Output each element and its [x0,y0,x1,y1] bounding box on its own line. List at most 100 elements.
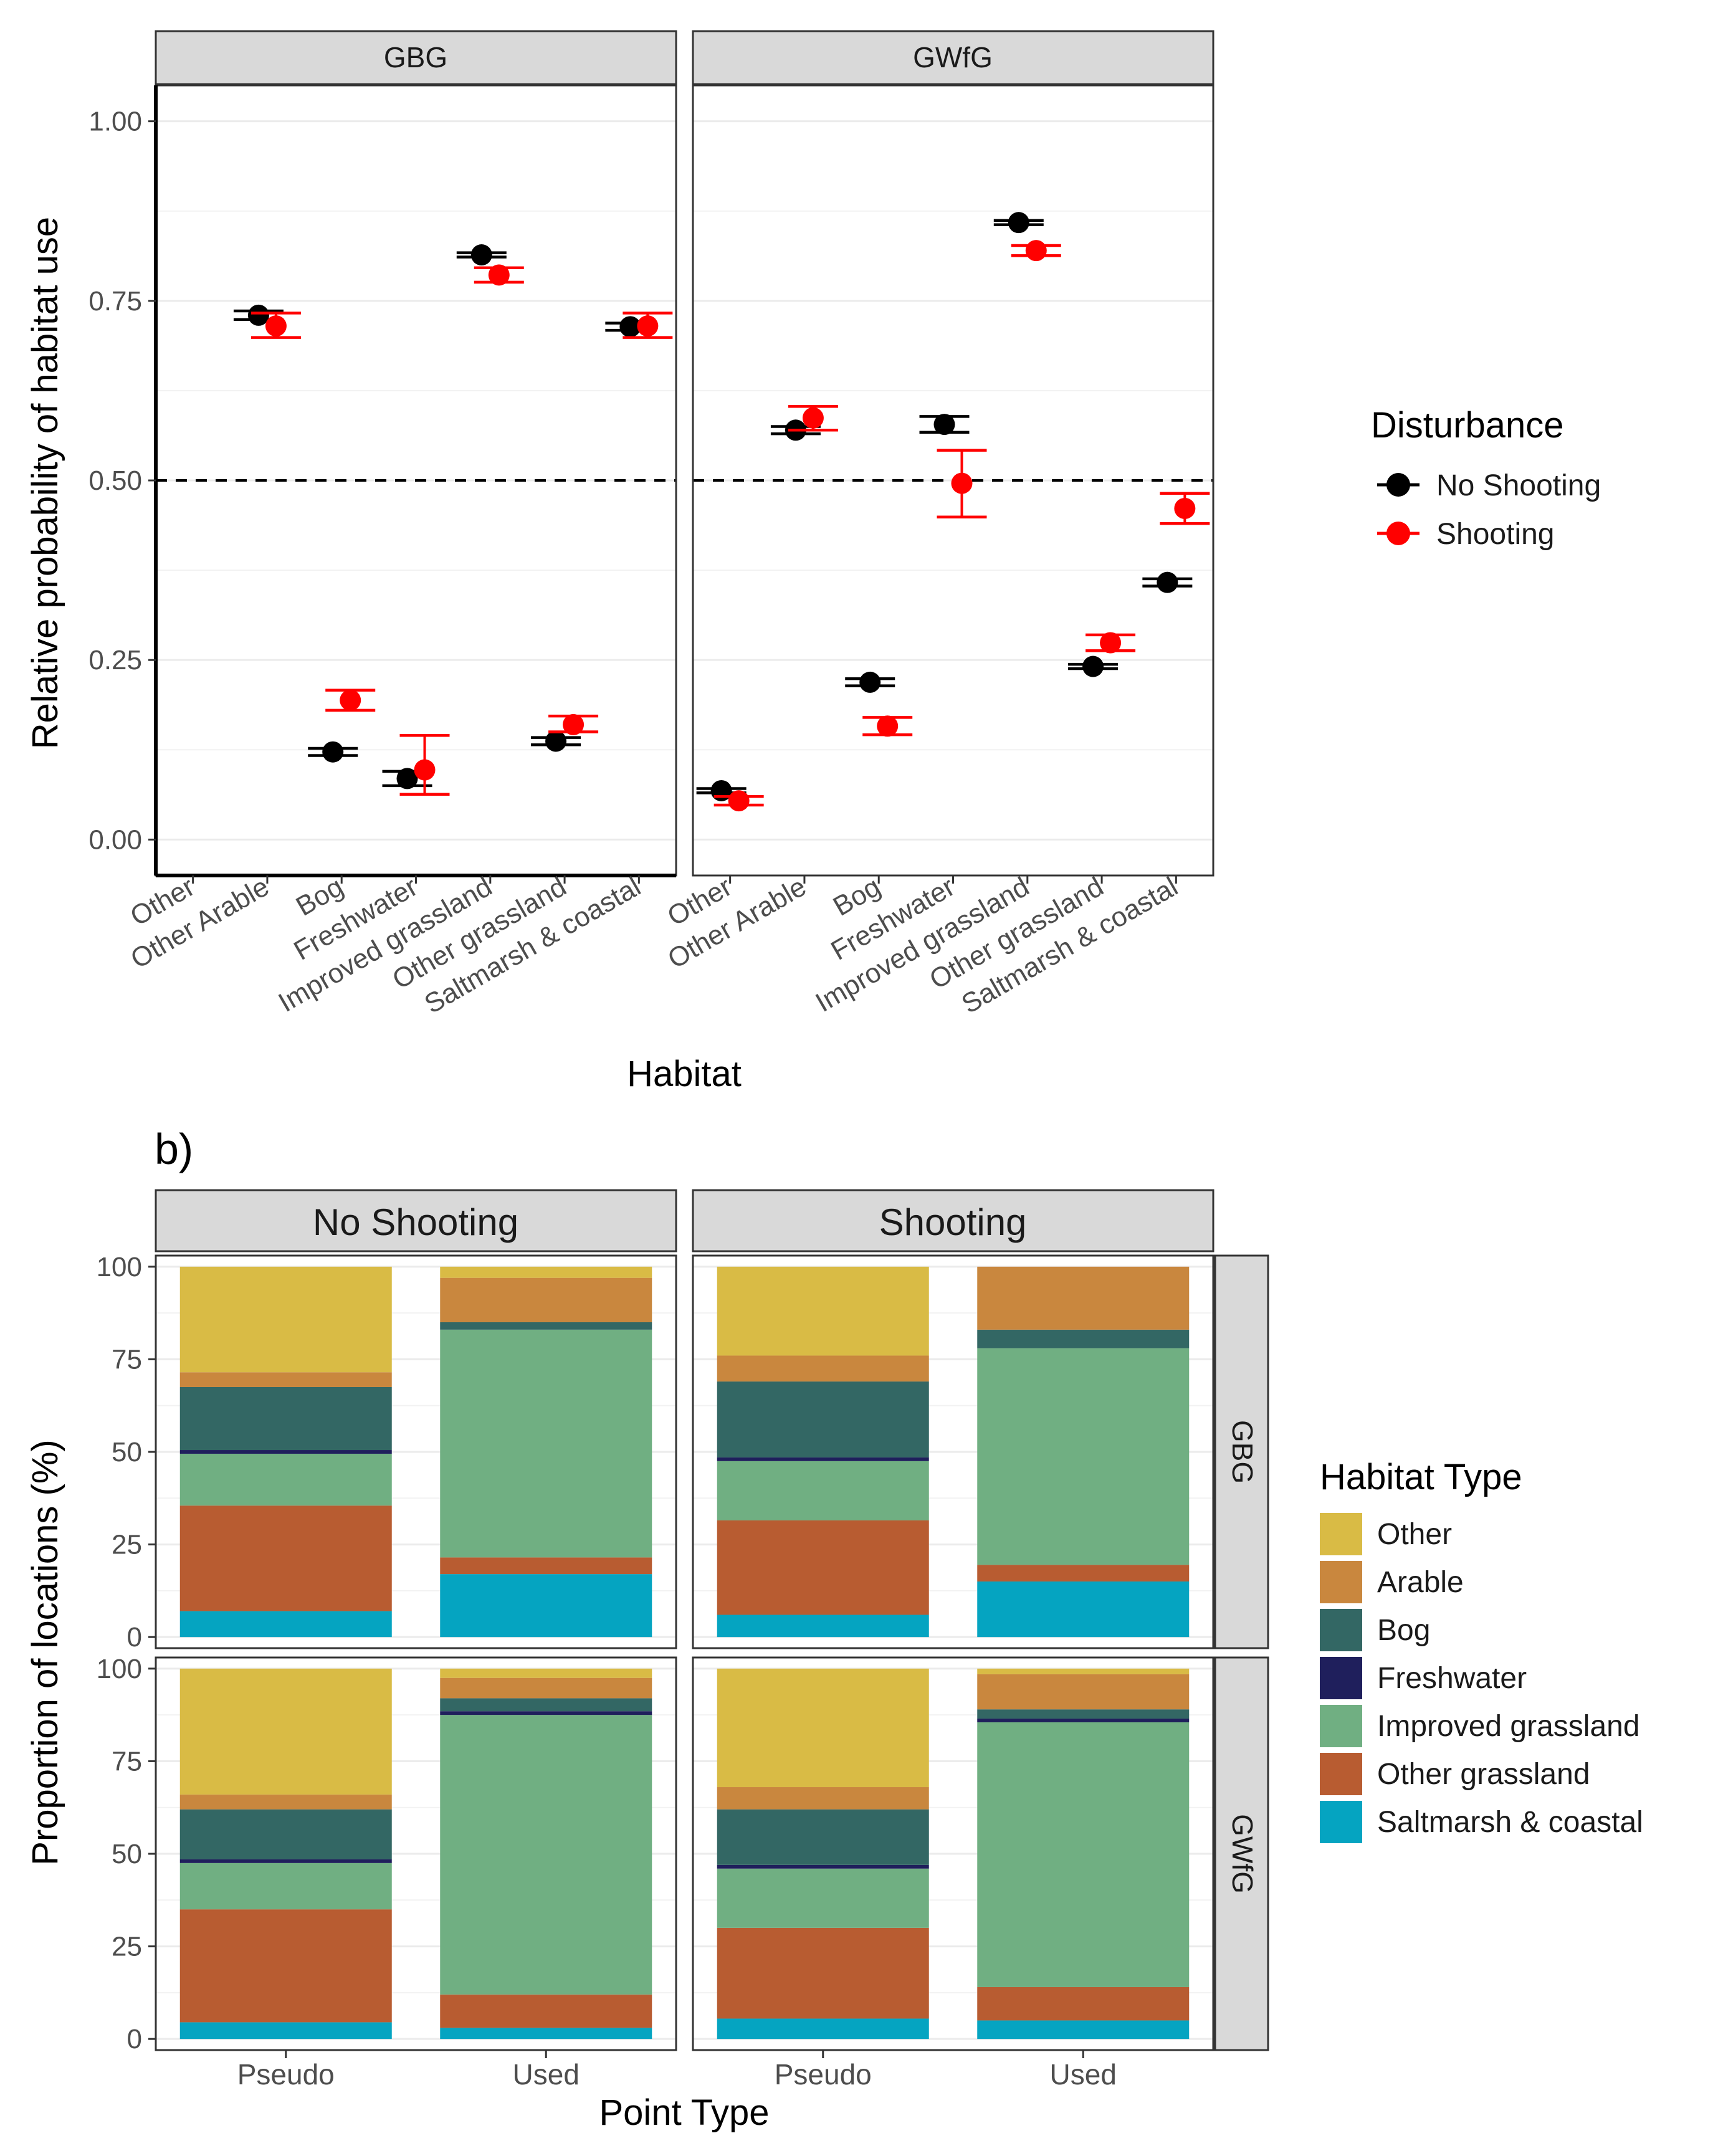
legend-label-saltmarsh-and-coastal: Saltmarsh & coastal [1377,1806,1643,1839]
legend-item-saltmarsh-and-coastal: Saltmarsh & coastal [1320,1801,1643,1843]
bar-segment-used-arable [977,1674,1190,1710]
point-group-other-grassland [548,713,599,735]
data-point [322,741,344,763]
bar-segment-pseudo-other [179,1668,392,1795]
bar-segment-used-other [977,1668,1190,1674]
y-tick-label: 0.50 [88,465,142,496]
point-group-bog [308,741,358,763]
series-shooting-gbg [251,264,673,796]
data-point [265,315,287,337]
bar-segment-used-arable [440,1677,652,1699]
y-tick-label: 25 [112,1932,142,1962]
legend-label-bog: Bog [1377,1614,1430,1647]
facet-strip-row-gwfg: GWfG [1214,1656,1269,2051]
point-group-saltmarsh-and-coastal [623,312,673,339]
panel-b: b) No Shooting Shooting GBG GWfG 0 25 50 75… [25,1125,1643,2133]
data-point [1100,632,1122,654]
x-tick-label: Pseudo [237,2058,335,2091]
bar-segment-pseudo-arable [179,1794,392,1810]
bar-segment-used-other-grassland [440,1994,652,2028]
data-point [470,244,492,266]
y-tick-label: 1.00 [88,107,142,137]
legend-item-freshwater: Freshwater [1320,1657,1527,1699]
legend-label-arable: Arable [1377,1566,1464,1599]
y-tick-label: 75 [112,1344,142,1375]
data-point [1157,571,1178,593]
facet-label-row-gbg: GBG [1226,1420,1259,1484]
bar-segment-pseudo-other-grassland [179,1505,392,1611]
series-no-shooting-gbg [233,244,656,789]
bar-segment-used-improved-grassland [977,1722,1190,1987]
data-point [1174,497,1196,519]
legend-habitat-type: Habitat Type Other Arable Bog Freshwater Imp… [1320,1457,1643,1843]
y-tick-label: 75 [112,1746,142,1777]
bar-segment-used-improved-grassland [440,1715,652,1995]
y-tick-label: 0 [127,2024,142,2054]
legend-swatch-arable [1320,1561,1362,1603]
bar-segment-used-freshwater [977,1719,1190,1723]
point-group-other-arable [251,312,301,339]
bar-segment-used-bog [977,1709,1190,1719]
point-group-freshwater [399,733,450,796]
point-group-other-grassland [1068,656,1119,677]
legend-item-arable: Arable [1320,1561,1464,1603]
panel-border [692,1254,1214,1649]
point-group-freshwater [919,414,970,436]
panel-border [692,1656,1214,2051]
facet-label-no-shooting: No Shooting [313,1201,518,1243]
bar-segment-used-other [440,1668,652,1678]
point-group-saltmarsh-and-coastal [1142,571,1193,593]
y-tick-label: 50 [112,1839,142,1869]
bar-segment-pseudo-freshwater [179,1450,392,1454]
x-axis-title-a: Habitat [627,1054,742,1094]
point-group-freshwater [937,449,987,519]
x-axis-title-b: Point Type [599,2092,769,2133]
bar-panel-no-shooting-gbg [155,1254,677,1649]
legend-swatch-freshwater [1320,1657,1362,1699]
x-tick-label: Used [513,2058,580,2091]
point-group-improved-grassland [456,244,507,266]
bar-segment-used-arable [977,1266,1190,1330]
legend-label-shooting: Shooting [1436,518,1555,551]
bar-segment-pseudo-other [717,1266,929,1356]
bar-segment-used-saltmarsh-and-coastal [440,2028,652,2039]
bar-segment-pseudo-saltmarsh-and-coastal [179,1611,392,1638]
stacked-bar-panels [155,1254,1214,2051]
facet-strip-gwfg: GWfG [692,30,1214,85]
facet-label-shooting: Shooting [879,1201,1027,1243]
y-tick-label: 100 [97,1252,142,1282]
legend-disturbance: Disturbance No Shooting Shooting [1371,405,1601,551]
facet-label-gwfg: GWfG [913,41,993,74]
legend-label-freshwater: Freshwater [1377,1662,1527,1695]
x-tick-label: Used [1050,2058,1117,2091]
data-point [637,315,659,337]
plot-panel-gwfg [692,84,1214,877]
data-point [1082,656,1104,677]
bar-segment-pseudo-bog [717,1381,929,1457]
bar-segment-pseudo-arable [717,1787,929,1810]
legend-item-bog: Bog [1320,1609,1430,1651]
legend-item-other: Other [1320,1513,1452,1555]
point-group-bog [325,689,376,712]
bar-segment-pseudo-saltmarsh-and-coastal [717,2018,929,2039]
data-point [951,472,973,494]
bar-segment-used-arable [440,1277,652,1322]
legend-swatch-other-grassland [1320,1753,1362,1795]
x-tick-label: Pseudo [775,2058,872,2091]
facet-label-row-gwfg: GWfG [1226,1814,1259,1894]
bar-segment-used-bog [440,1698,652,1712]
point-group-other-grassland [1086,632,1136,654]
bar-segment-used-improved-grassland [440,1329,652,1558]
point-group-other-grassland [531,730,581,752]
point-group-bog [845,671,895,693]
bar-segment-used-freshwater [440,1711,652,1715]
bar-segment-pseudo-improved-grassland [717,1868,929,1928]
point-group-improved-grassland [993,212,1044,234]
point-group-improved-grassland [1011,240,1061,262]
point-group-bog [862,715,913,737]
y-tick-label: 0.75 [88,286,142,317]
data-point [877,715,899,737]
data-point [933,414,955,436]
plot-panel-gbg [155,84,677,877]
point-group-freshwater [382,768,432,789]
